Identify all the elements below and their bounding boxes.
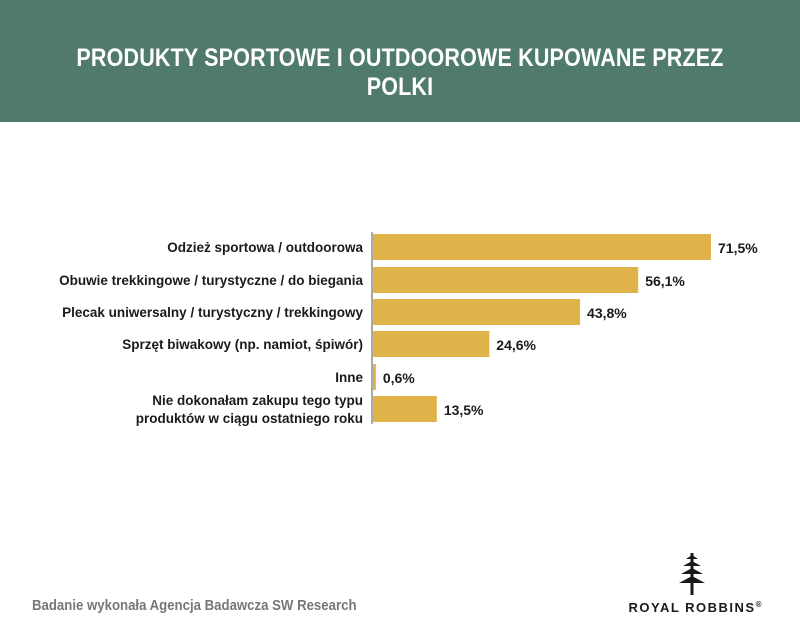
bar — [373, 364, 376, 390]
category-label: Nie dokonałam zakupu tego typu — [152, 393, 363, 408]
category-label: Obuwie trekkingowe / turystyczne / do bi… — [59, 273, 363, 288]
category-label: Plecak uniwersalny / turystyczny / trekk… — [62, 305, 363, 320]
data-label: 71,5% — [718, 240, 758, 256]
bar — [373, 267, 639, 293]
category-label: Sprzęt biwakowy (np. namiot, śpiwór) — [122, 337, 363, 352]
brand-wordmark: ROYAL ROBBINS — [628, 600, 756, 615]
brand-logo: ROYAL ROBBINS® — [620, 553, 770, 617]
data-label: 13,5% — [444, 402, 484, 418]
chart-title: PRODUKTY SPORTOWE I OUTDOOROWE KUPOWANE … — [76, 44, 724, 101]
data-label: 43,8% — [587, 305, 627, 321]
tree-icon — [679, 553, 705, 595]
category-label: Odzież sportowa / outdoorowa — [167, 240, 363, 255]
category-label: produktów w ciągu ostatniego roku — [136, 411, 363, 426]
data-label: 0,6% — [383, 370, 415, 386]
bar — [373, 396, 437, 422]
bar — [373, 234, 711, 260]
source-note: Badanie wykonała Agencja Badawcza SW Res… — [32, 597, 357, 614]
brand-name: ROYAL ROBBINS® — [620, 600, 770, 615]
header-band — [0, 0, 800, 122]
bar — [373, 299, 581, 325]
registered-mark: ® — [755, 600, 762, 609]
data-label: 24,6% — [496, 337, 536, 353]
category-label: Inne — [335, 370, 363, 385]
bar — [373, 331, 490, 357]
data-label: 56,1% — [645, 273, 685, 289]
